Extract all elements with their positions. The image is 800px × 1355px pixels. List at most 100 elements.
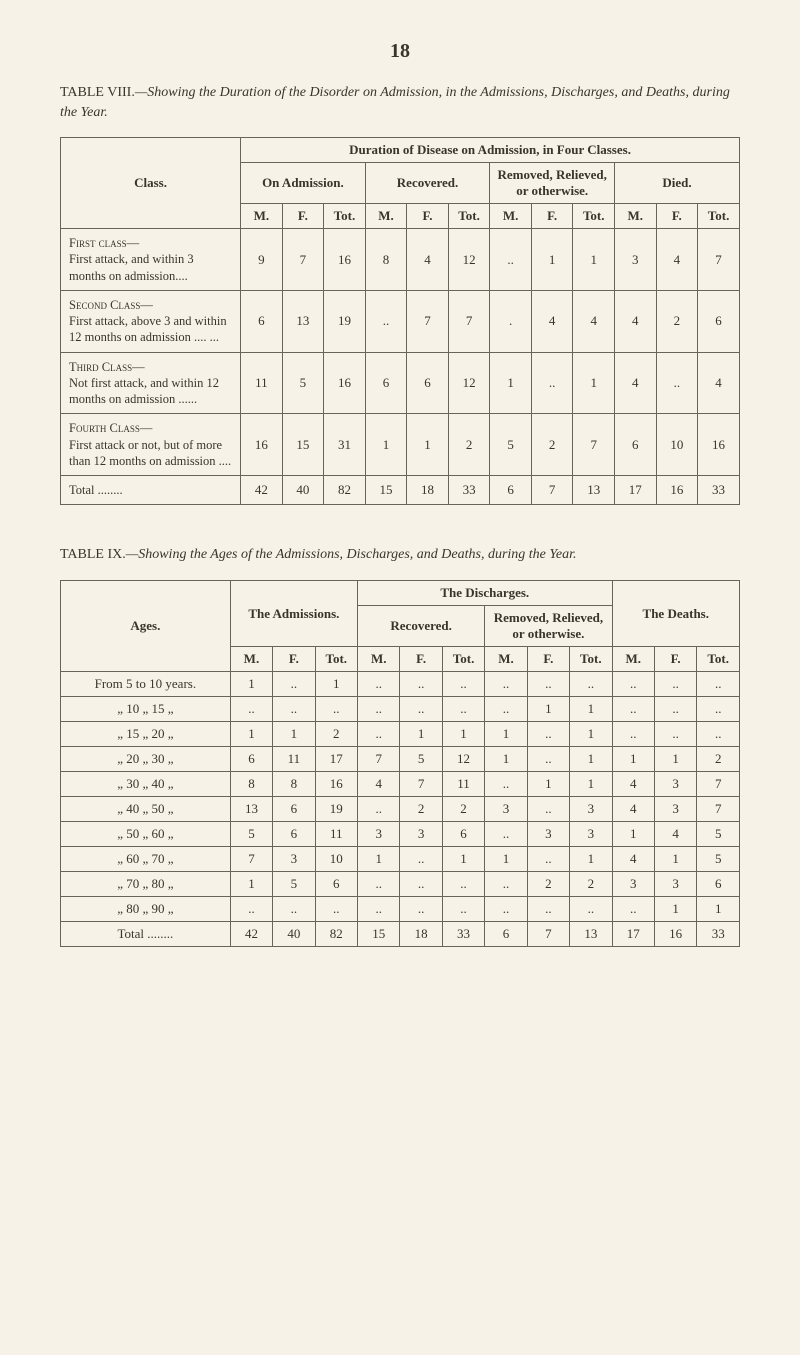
- page-number: 18: [60, 40, 740, 63]
- data-cell: 3: [654, 797, 696, 822]
- data-cell: 6: [273, 822, 315, 847]
- data-cell: ..: [656, 352, 698, 414]
- data-cell: 6: [697, 872, 740, 897]
- data-cell: 5: [697, 847, 740, 872]
- subcol-header: Tot.: [442, 647, 484, 672]
- removed-header: Removed, Relieved, or otherwise.: [485, 606, 612, 647]
- data-cell: 31: [324, 414, 366, 476]
- data-cell: 1: [485, 847, 527, 872]
- total-cell: 16: [654, 922, 696, 947]
- data-cell: ..: [273, 697, 315, 722]
- data-cell: 6: [698, 290, 740, 352]
- table-ix: Ages. The Admissions. The Discharges. Th…: [60, 580, 740, 947]
- total-cell: 17: [615, 476, 657, 505]
- data-cell: 6: [365, 352, 407, 414]
- subcol-header: F.: [531, 204, 573, 229]
- data-cell: 6: [407, 352, 449, 414]
- group-admission: On Admission.: [241, 163, 366, 204]
- age-cell: „ 10 „ 15 „: [61, 697, 231, 722]
- age-cell: „ 80 „ 90 „: [61, 897, 231, 922]
- data-cell: 12: [448, 352, 490, 414]
- data-cell: 6: [230, 747, 272, 772]
- data-cell: 1: [570, 772, 612, 797]
- data-cell: ..: [273, 897, 315, 922]
- data-cell: ..: [612, 897, 654, 922]
- age-cell: „ 50 „ 60 „: [61, 822, 231, 847]
- data-cell: ..: [485, 697, 527, 722]
- data-cell: 3: [570, 797, 612, 822]
- data-cell: ..: [527, 847, 569, 872]
- total-cell: 82: [324, 476, 366, 505]
- group-removed: Removed, Relieved, or otherwise.: [490, 163, 615, 204]
- data-cell: 4: [615, 352, 657, 414]
- data-cell: 16: [324, 352, 366, 414]
- data-cell: 1: [527, 772, 569, 797]
- subcol-header: Tot.: [448, 204, 490, 229]
- data-cell: 6: [273, 797, 315, 822]
- data-cell: ..: [442, 697, 484, 722]
- data-cell: 7: [230, 847, 272, 872]
- data-cell: 1: [654, 897, 696, 922]
- data-cell: 1: [485, 747, 527, 772]
- data-cell: ..: [400, 872, 442, 897]
- duration-header: Duration of Disease on Admission, in Fou…: [241, 138, 740, 163]
- subcol-header: M.: [485, 647, 527, 672]
- deaths-header: The Deaths.: [612, 581, 739, 647]
- table-ix-caption: TABLE IX.—Showing the Ages of the Admiss…: [60, 545, 740, 565]
- data-cell: 7: [282, 229, 324, 291]
- data-cell: 7: [358, 747, 400, 772]
- data-cell: 1: [407, 414, 449, 476]
- data-cell: 6: [615, 414, 657, 476]
- data-cell: 12: [448, 229, 490, 291]
- data-cell: ..: [612, 697, 654, 722]
- data-cell: 15: [282, 414, 324, 476]
- data-cell: 16: [324, 229, 366, 291]
- total-cell: 40: [273, 922, 315, 947]
- subcol-header: M.: [615, 204, 657, 229]
- data-cell: 3: [654, 772, 696, 797]
- data-cell: 6: [241, 290, 283, 352]
- data-cell: 19: [315, 797, 357, 822]
- data-cell: 13: [282, 290, 324, 352]
- data-cell: 3: [485, 797, 527, 822]
- data-cell: ..: [358, 797, 400, 822]
- data-cell: 1: [230, 722, 272, 747]
- discharges-header: The Discharges.: [358, 581, 613, 606]
- data-cell: 1: [273, 722, 315, 747]
- data-cell: 1: [570, 697, 612, 722]
- data-cell: 1: [612, 822, 654, 847]
- total-cell: 17: [612, 922, 654, 947]
- data-cell: 5: [230, 822, 272, 847]
- data-cell: 16: [698, 414, 740, 476]
- data-cell: 1: [573, 352, 615, 414]
- data-cell: 4: [358, 772, 400, 797]
- data-cell: ..: [442, 897, 484, 922]
- total-cell: 82: [315, 922, 357, 947]
- data-cell: 2: [400, 797, 442, 822]
- subcol-header: F.: [654, 647, 696, 672]
- data-cell: ..: [697, 722, 740, 747]
- data-cell: 8: [230, 772, 272, 797]
- data-cell: 12: [442, 747, 484, 772]
- subcol-header: M.: [358, 647, 400, 672]
- table-viii-caption: TABLE VIII.—Showing the Duration of the …: [60, 83, 740, 122]
- subcol-header: M.: [241, 204, 283, 229]
- data-cell: 7: [698, 229, 740, 291]
- data-cell: ..: [358, 722, 400, 747]
- data-cell: 5: [273, 872, 315, 897]
- data-cell: ..: [365, 290, 407, 352]
- data-cell: ..: [315, 897, 357, 922]
- subcol-header: M.: [612, 647, 654, 672]
- data-cell: 11: [442, 772, 484, 797]
- data-cell: 2: [656, 290, 698, 352]
- data-cell: 2: [315, 722, 357, 747]
- data-cell: ..: [527, 672, 569, 697]
- total-cell: 18: [407, 476, 449, 505]
- class-cell: Second Class—First attack, above 3 and w…: [61, 290, 241, 352]
- subcol-header: F.: [400, 647, 442, 672]
- data-cell: 4: [407, 229, 449, 291]
- data-cell: 6: [442, 822, 484, 847]
- data-cell: 5: [400, 747, 442, 772]
- data-cell: 1: [527, 697, 569, 722]
- data-cell: ..: [485, 772, 527, 797]
